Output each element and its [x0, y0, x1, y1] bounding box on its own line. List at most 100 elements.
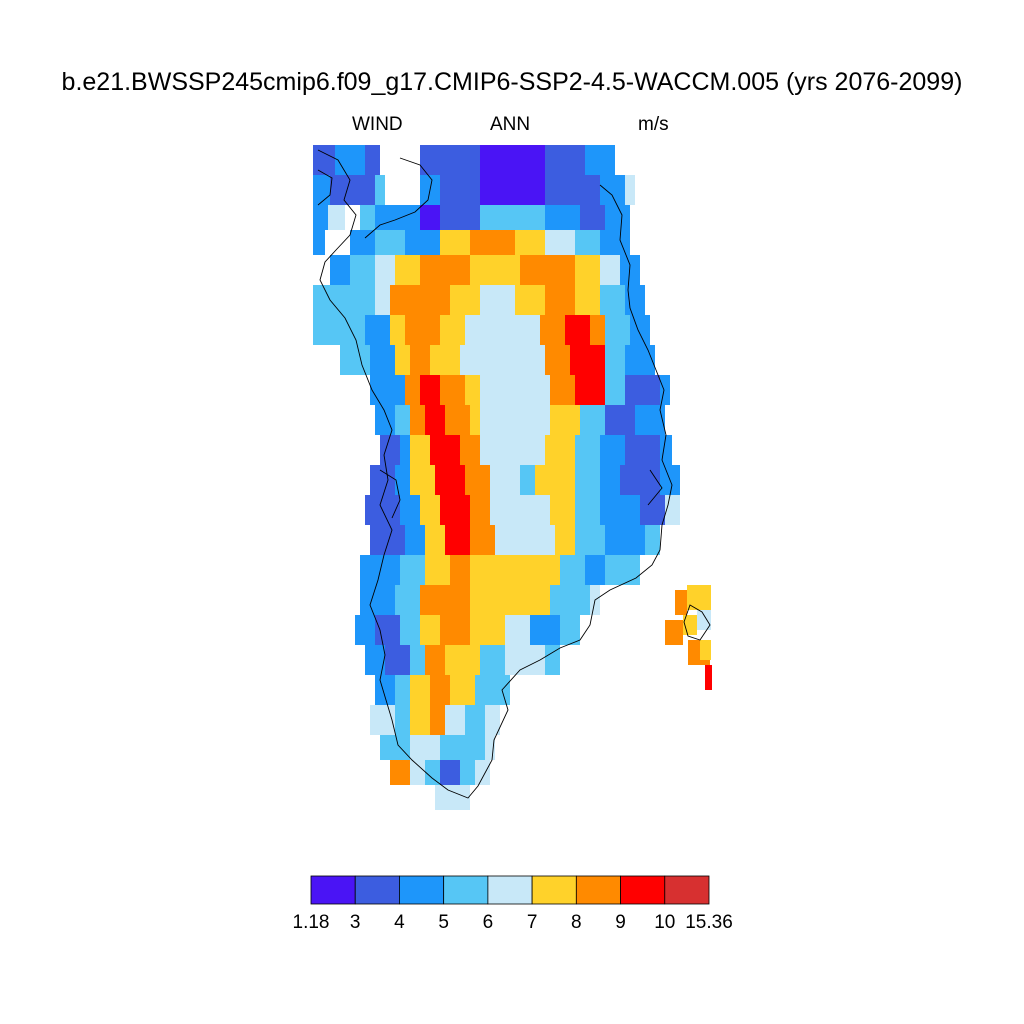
map-cell	[430, 705, 445, 735]
map-cell	[625, 345, 655, 375]
map-cell	[440, 175, 480, 205]
map-cell	[575, 465, 600, 495]
map-cell	[340, 285, 375, 315]
map-cell	[370, 345, 395, 375]
map-cell	[465, 375, 480, 405]
map-cell	[425, 555, 450, 585]
map-cell	[605, 555, 640, 585]
map-cell	[375, 615, 400, 645]
colorbar-tick-label: 15.36	[685, 912, 733, 933]
map-cell	[470, 495, 490, 525]
map-cell	[445, 405, 470, 435]
map-cell	[470, 615, 505, 645]
map-cell	[360, 205, 375, 230]
map-cell	[545, 345, 570, 375]
colorbar-swatch	[399, 875, 445, 905]
map-cell	[370, 375, 385, 405]
map-cell	[440, 205, 480, 230]
map-cell	[545, 175, 600, 205]
map-cell	[485, 705, 500, 735]
season-label: ANN	[490, 114, 531, 135]
map-cell	[435, 785, 470, 810]
map-cell	[313, 145, 335, 175]
map-cell	[495, 525, 555, 555]
map-cell	[575, 255, 600, 285]
map-cell	[350, 255, 375, 285]
colorbar-tick-label: 8	[571, 912, 582, 933]
map-cell	[585, 555, 605, 585]
map-cell	[520, 465, 535, 495]
colorbar-swatch	[575, 875, 621, 905]
map-cell	[360, 585, 395, 615]
map-cell	[440, 495, 470, 525]
map-cell	[313, 315, 365, 345]
map-cell	[545, 145, 585, 175]
map-cell	[375, 255, 395, 285]
colorbar-swatch	[620, 875, 666, 905]
map-cell	[480, 645, 505, 675]
map-cell	[520, 255, 540, 285]
map-cell	[405, 315, 440, 345]
map-cell	[335, 145, 365, 175]
colorbar-tick-label: 7	[526, 912, 538, 933]
map-cell	[470, 525, 495, 555]
map-cell	[645, 525, 660, 555]
map-cell	[410, 405, 425, 435]
map-cell	[313, 175, 330, 205]
map-cell	[605, 315, 630, 345]
map-cell	[400, 435, 410, 465]
map-cell	[385, 645, 410, 675]
map-cell	[375, 405, 395, 435]
map-cell	[545, 645, 560, 675]
map-cell	[550, 405, 580, 435]
map-cell	[600, 255, 620, 285]
map-cell	[440, 585, 470, 615]
map-cell	[575, 495, 600, 525]
map-cell	[375, 675, 395, 705]
colorbar	[310, 875, 710, 905]
map-cell	[410, 675, 430, 705]
map-cell	[370, 525, 405, 555]
map-cell	[440, 615, 470, 645]
map-cell	[585, 145, 615, 175]
map-cell	[545, 230, 575, 255]
map-cell	[505, 615, 530, 645]
colorbar-swatch	[310, 875, 356, 905]
colorbar-swatch	[664, 875, 710, 905]
map-cell	[705, 665, 712, 690]
map-cell	[395, 675, 410, 705]
map-cell	[410, 285, 450, 315]
map-cell	[440, 315, 465, 345]
map-cell	[540, 315, 565, 345]
map-cell	[420, 255, 470, 285]
map-cell	[330, 175, 375, 205]
map-cell	[535, 465, 575, 495]
map-cell	[313, 285, 340, 315]
map-cell	[630, 315, 650, 345]
map-cell	[365, 315, 390, 345]
map-cell	[405, 525, 425, 555]
colorbar-tick-label: 5	[438, 912, 449, 933]
map-cell	[700, 640, 711, 660]
map-cell	[470, 230, 515, 255]
map-cell	[575, 230, 600, 255]
map-cell	[430, 435, 460, 465]
colorbar-tick-label: 9	[615, 912, 626, 933]
map-cell	[430, 345, 460, 375]
map-cell	[440, 760, 460, 785]
map-cell	[600, 285, 625, 315]
map-cell	[480, 375, 550, 405]
map-cell	[395, 705, 410, 735]
map-cell	[460, 345, 545, 375]
map-cell	[425, 405, 445, 435]
map-cell	[540, 255, 575, 285]
map-cell	[515, 435, 545, 465]
map-cell	[575, 435, 600, 465]
map-cell	[375, 230, 405, 255]
map-cell	[445, 645, 480, 675]
colorbar-tick-label: 6	[482, 912, 494, 933]
map-cell	[420, 585, 440, 615]
map-cell	[365, 145, 380, 175]
map-cell	[665, 620, 683, 645]
map-cell	[425, 525, 445, 555]
